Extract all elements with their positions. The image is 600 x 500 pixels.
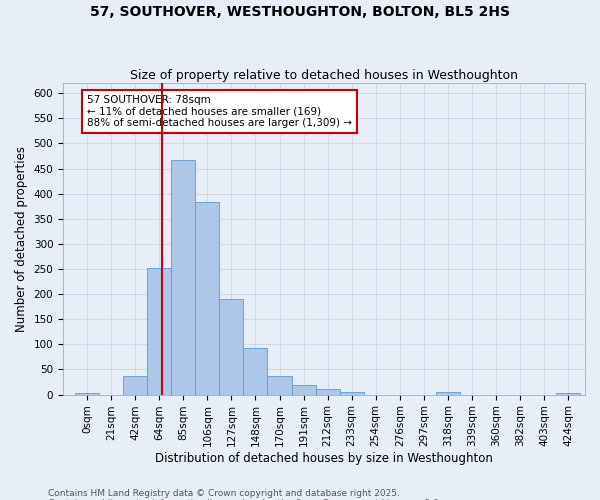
Bar bbox=[196, 202, 220, 394]
Bar bbox=[244, 348, 268, 395]
Bar bbox=[556, 393, 580, 394]
Text: 57, SOUTHOVER, WESTHOUGHTON, BOLTON, BL5 2HS: 57, SOUTHOVER, WESTHOUGHTON, BOLTON, BL5… bbox=[90, 5, 510, 19]
Text: Contains HM Land Registry data © Crown copyright and database right 2025.: Contains HM Land Registry data © Crown c… bbox=[48, 488, 400, 498]
Bar bbox=[268, 376, 292, 394]
Title: Size of property relative to detached houses in Westhoughton: Size of property relative to detached ho… bbox=[130, 69, 518, 82]
Bar bbox=[316, 389, 340, 394]
X-axis label: Distribution of detached houses by size in Westhoughton: Distribution of detached houses by size … bbox=[155, 452, 493, 465]
Y-axis label: Number of detached properties: Number of detached properties bbox=[15, 146, 28, 332]
Bar bbox=[220, 299, 244, 394]
Text: Contains public sector information licensed under the Open Government Licence v3: Contains public sector information licen… bbox=[48, 498, 442, 500]
Bar bbox=[171, 160, 196, 394]
Bar bbox=[75, 392, 99, 394]
Bar bbox=[340, 392, 364, 394]
Text: 57 SOUTHOVER: 78sqm
← 11% of detached houses are smaller (169)
88% of semi-detac: 57 SOUTHOVER: 78sqm ← 11% of detached ho… bbox=[87, 94, 352, 128]
Bar bbox=[436, 392, 460, 394]
Bar bbox=[292, 385, 316, 394]
Bar bbox=[147, 268, 171, 394]
Bar bbox=[123, 376, 147, 394]
